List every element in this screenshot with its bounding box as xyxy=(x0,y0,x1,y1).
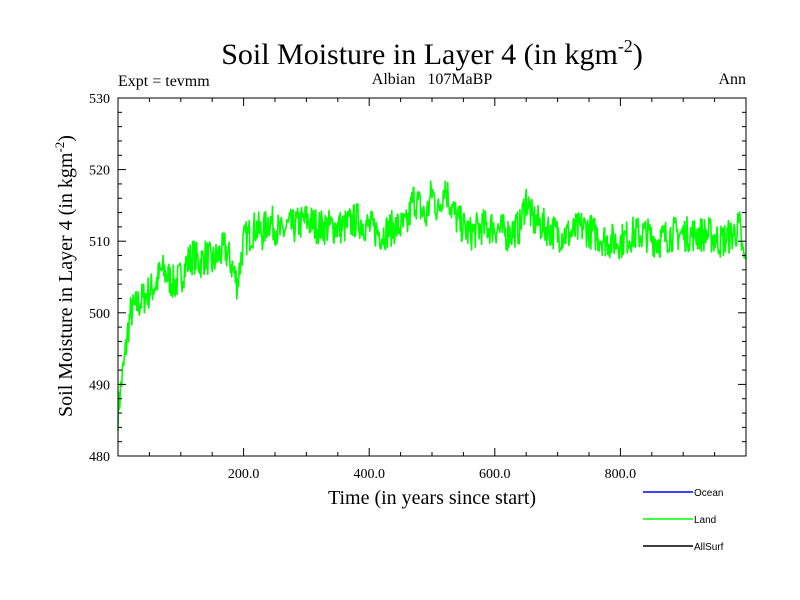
y-tick-label: 480 xyxy=(89,450,110,465)
chart-title: Soil Moisture in Layer 4 (in kgm-2) xyxy=(221,36,643,71)
axis-ticks: 200.0 400.0 600.0 800.0 480 490 500 510 520 530 xyxy=(89,92,746,482)
x-axis-label: Time (in years since start) xyxy=(328,487,536,509)
y-axis-label: Soil Moisture in Layer 4 (in kgm-2) xyxy=(52,135,77,417)
series-layer xyxy=(117,180,747,431)
legend-label-ocean: Ocean xyxy=(694,488,723,499)
subtitle-period: Albian 107MaBP xyxy=(372,71,493,88)
x-tick-label: 200.0 xyxy=(228,467,260,482)
x-tick-label: 400.0 xyxy=(353,467,385,482)
x-tick-label: 600.0 xyxy=(479,467,511,482)
y-tick-label: 510 xyxy=(89,235,110,250)
legend-label-land: Land xyxy=(694,515,716,526)
y-tick-label: 520 xyxy=(89,164,110,179)
legend: Ocean Land AllSurf xyxy=(643,488,724,553)
y-tick-label: 490 xyxy=(89,378,110,393)
plot-frame xyxy=(117,97,747,457)
subtitle-season: Ann xyxy=(718,71,746,88)
subtitle-experiment: Expt = tevmm xyxy=(118,73,210,90)
y-tick-label: 500 xyxy=(89,307,110,322)
y-tick-label: 530 xyxy=(89,92,110,107)
x-tick-label: 800.0 xyxy=(605,467,637,482)
legend-label-allsurf: AllSurf xyxy=(694,542,724,553)
series-line-land xyxy=(117,180,747,431)
